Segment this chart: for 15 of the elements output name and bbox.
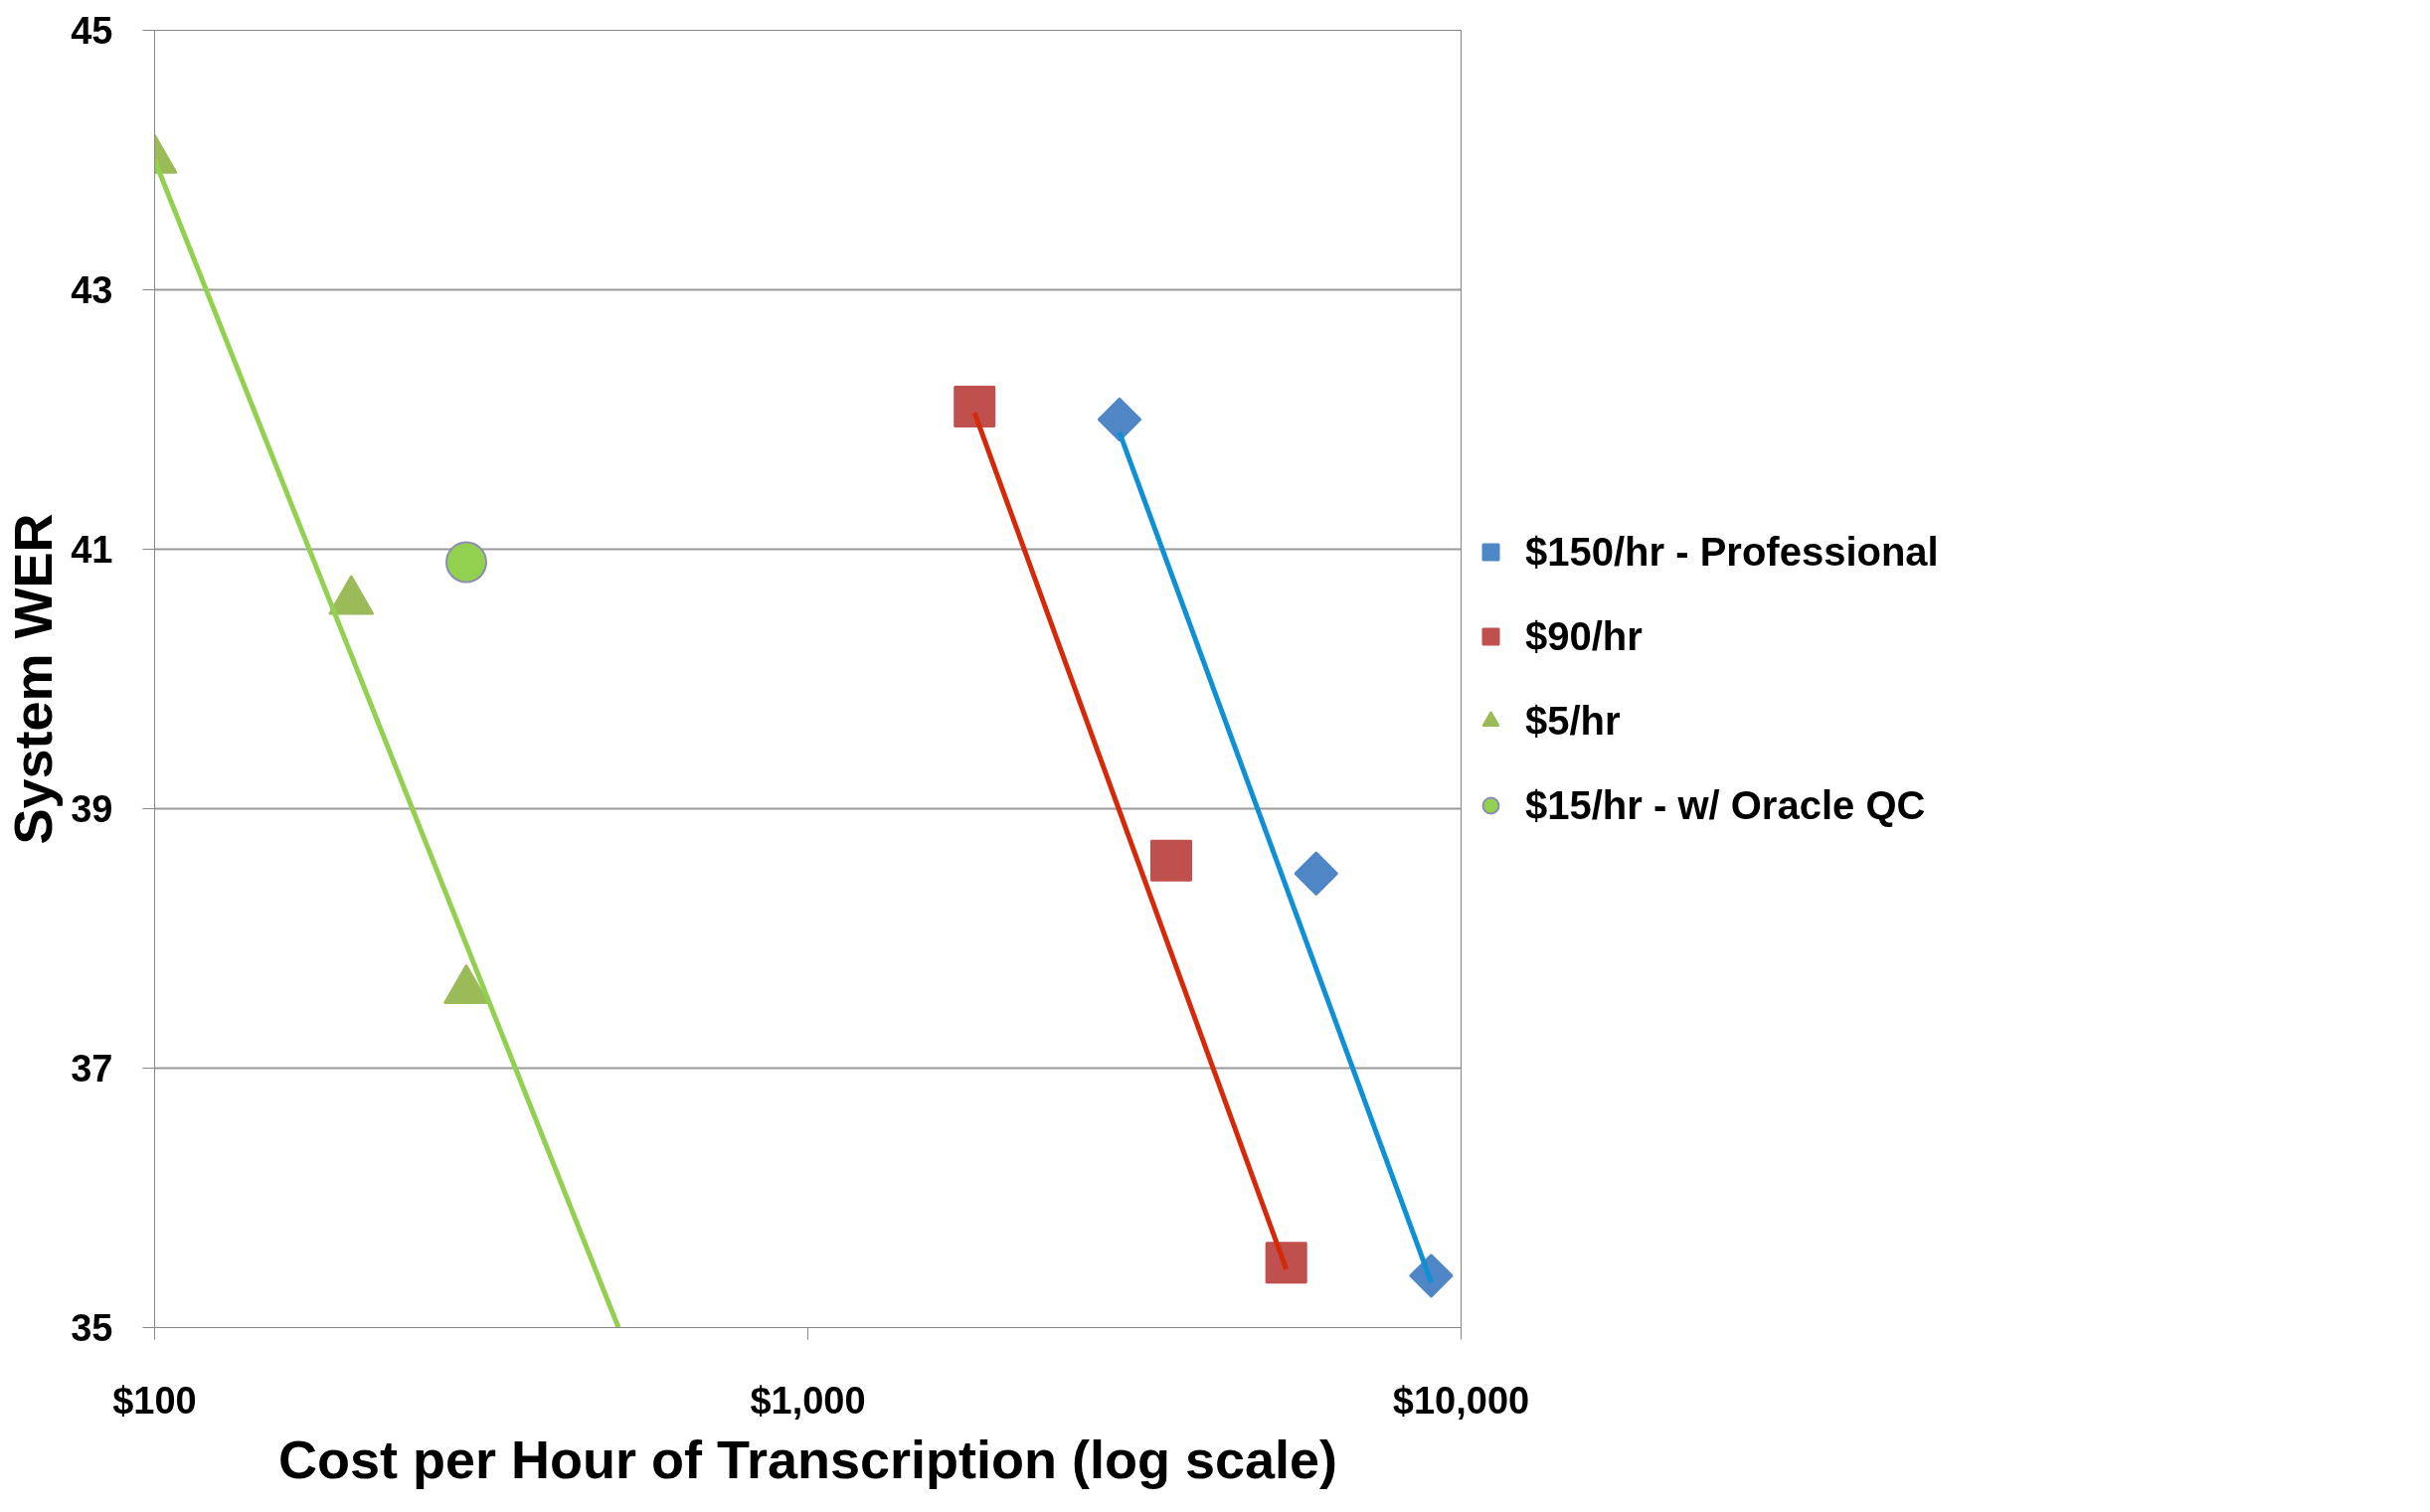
y-tick-label: 43 — [71, 269, 113, 311]
y-tick-label: 41 — [71, 529, 113, 571]
legend-label: $150/hr - Professional — [1525, 529, 1939, 575]
y-axis-title: System WER — [3, 513, 64, 845]
legend-label: $90/hr — [1525, 613, 1643, 659]
legend-label: $15/hr - w/ Oracle QC — [1525, 782, 1926, 828]
y-tick-label: 45 — [71, 10, 113, 52]
x-tick-label: $100 — [112, 1379, 197, 1422]
x-tick-label: $1,000 — [750, 1379, 866, 1422]
x-axis-title: Cost per Hour of Transcription (log scale) — [277, 1428, 1338, 1489]
y-tick-label: 35 — [71, 1307, 113, 1349]
y-tick-label: 39 — [71, 788, 113, 830]
x-tick-label: $10,000 — [1392, 1379, 1530, 1422]
legend-label: $5/hr — [1525, 698, 1621, 744]
y-tick-label: 37 — [71, 1048, 113, 1090]
